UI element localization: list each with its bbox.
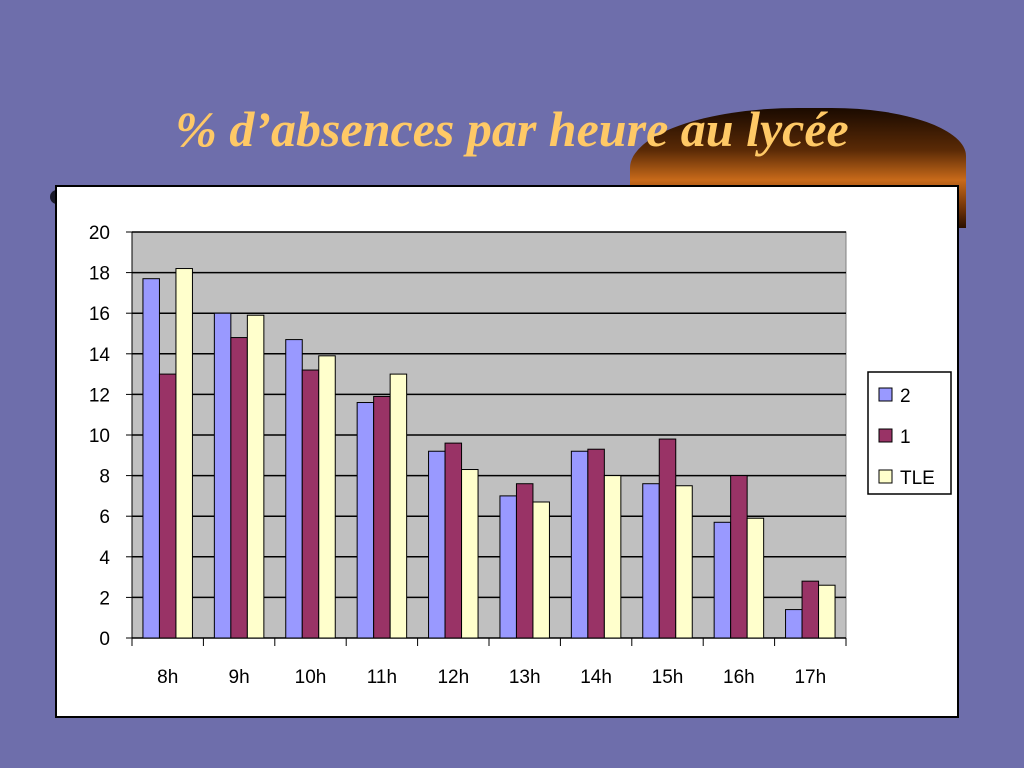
y-tick-label: 4	[99, 548, 110, 569]
bar-TLE-14h	[603, 475, 622, 639]
slide-title: % d’absences par heure au lycée	[175, 101, 849, 157]
bar-2-15h	[642, 483, 660, 639]
y-tick-label: 14	[89, 345, 111, 366]
bar-TLE-10h	[318, 355, 336, 639]
y-tick-label: 6	[99, 507, 110, 528]
bar-1-11h	[373, 395, 391, 639]
y-tick-label: 20	[89, 223, 110, 244]
bar-TLE-13h	[532, 501, 550, 639]
bar-2-9h	[213, 312, 232, 639]
bar-1-17h	[801, 580, 820, 639]
y-tick-label: 8	[99, 467, 110, 488]
x-tick-label: 11h	[367, 667, 397, 688]
y-tick-label: 12	[89, 385, 110, 406]
bar-1-9h	[230, 337, 248, 639]
bar-2-16h	[713, 521, 732, 639]
y-tick-label: 10	[89, 426, 110, 447]
x-tick-label: 16h	[723, 667, 755, 688]
x-tick-label: 10h	[295, 667, 327, 688]
bar-2-13h	[499, 495, 517, 639]
x-tick-label: 14h	[580, 667, 612, 688]
bar-1-15h	[658, 438, 677, 639]
bar-1-10h	[301, 369, 320, 639]
bar-2-17h	[785, 609, 803, 639]
x-tick-label: 9h	[229, 667, 250, 688]
bar-2-8h	[142, 278, 160, 639]
bar-1-13h	[515, 483, 534, 639]
bar-TLE-8h	[175, 268, 193, 639]
x-tick-label: 13h	[509, 667, 541, 688]
y-tick-label: 0	[99, 629, 110, 650]
x-tick-label: 17h	[794, 667, 826, 688]
y-tick-label: 16	[89, 304, 110, 325]
legend-swatch	[878, 428, 893, 443]
bar-TLE-17h	[818, 584, 836, 639]
bar-TLE-11h	[389, 373, 408, 639]
legend-label: TLE	[900, 468, 935, 489]
y-tick-label: 2	[99, 588, 110, 609]
bar-2-12h	[428, 450, 446, 639]
legend-swatch	[878, 387, 893, 402]
bar-TLE-9h	[246, 314, 265, 639]
legend-label: 1	[900, 427, 911, 448]
legend-swatch	[878, 469, 893, 484]
bar-TLE-15h	[675, 485, 693, 639]
chart-container: 0 2 4 6 8 10 12 14 16 18 20 8h 9h 10h 11h 12h 13h 14h 15h 1…	[55, 185, 959, 718]
y-tick-label: 18	[89, 264, 110, 285]
bar-TLE-12h	[461, 469, 479, 639]
bar-1-8h	[158, 373, 177, 639]
bar-TLE-16h	[746, 517, 765, 639]
x-tick-label: 12h	[437, 667, 469, 688]
bar-2-10h	[285, 339, 303, 639]
bar-2-14h	[570, 450, 589, 639]
x-tick-label: 15h	[652, 667, 684, 688]
bar-1-12h	[444, 442, 463, 639]
bar-1-16h	[730, 475, 748, 639]
bar-1-14h	[587, 448, 605, 639]
bar-2-11h	[356, 402, 375, 639]
legend-label: 2	[900, 386, 911, 407]
x-tick-label: 8h	[157, 667, 178, 688]
